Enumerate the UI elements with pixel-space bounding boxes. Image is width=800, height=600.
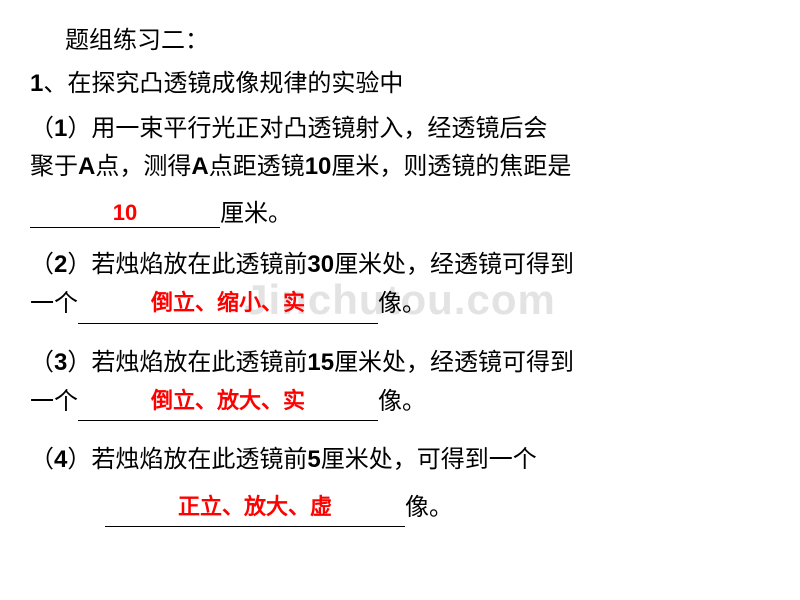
sub2-text-b: ）若烛焰放在此透镜前 <box>67 252 307 278</box>
blank-2: 倒立、缩小、实 <box>78 284 378 323</box>
sub-question-4-line1: （4）若烛焰放在此透镜前5厘米处，可得到一个 <box>30 441 770 479</box>
sub1-line2-a: 聚于 <box>30 154 78 180</box>
q1-text: 、在探究凸透镜成像规律的实验中 <box>43 71 403 97</box>
sub2-text-c: 厘米处，经透镜可得到 <box>334 252 574 278</box>
sub3-text-b: ）若烛焰放在此透镜前 <box>67 350 307 376</box>
exercise-title: 题组练习二： <box>65 20 770 55</box>
sub1-line2-d: 厘米，则透镜的焦距是 <box>331 154 571 180</box>
sub3-dist: 15 <box>307 349 334 376</box>
sub1-line2-b: 点，测得 <box>95 154 191 180</box>
sub4-num: 4 <box>54 446 67 473</box>
blank-3: 倒立、放大、实 <box>78 382 378 421</box>
answer-line-1: 10 厘米。 <box>30 193 770 228</box>
sub1-num: 1 <box>54 115 67 142</box>
answer-4: 正立、放大、虚 <box>178 494 332 519</box>
blank-1: 10 <box>30 200 220 228</box>
answer-3: 倒立、放大、实 <box>151 388 305 413</box>
question-1-header: 1、在探究凸透镜成像规律的实验中 <box>30 63 770 98</box>
answer-1: 10 <box>113 200 137 225</box>
sub1-text-b: ）用一束平行光正对凸透镜射入，经透镜后会 <box>67 116 547 142</box>
sub1-paren-open: （ <box>30 116 54 142</box>
sub1-line2-c: 点距透镜 <box>209 154 305 180</box>
sub-question-2: （2）若烛焰放在此透镜前30厘米处，经透镜可得到 一个 倒立、缩小、实 像。 <box>30 246 770 324</box>
sub1-A-2: A <box>191 153 208 180</box>
sub1-A-1: A <box>78 153 95 180</box>
sub2-num: 2 <box>54 251 67 278</box>
sub3-line2-a: 一个 <box>30 389 78 415</box>
sub2-paren-open: （ <box>30 252 54 278</box>
document-content: 题组练习二： 1、在探究凸透镜成像规律的实验中 （1）用一束平行光正对凸透镜射入… <box>30 20 770 527</box>
sub1-ten: 10 <box>305 153 332 180</box>
sub1-unit: 厘米。 <box>220 201 292 227</box>
sub-question-1: （1）用一束平行光正对凸透镜射入，经透镜后会 聚于A点，测得A点距透镜10厘米，… <box>30 110 770 187</box>
sub3-suffix: 像。 <box>378 389 426 415</box>
sub2-suffix: 像。 <box>378 291 426 317</box>
sub3-text-c: 厘米处，经透镜可得到 <box>334 350 574 376</box>
sub3-paren-open: （ <box>30 350 54 376</box>
q1-number: 1 <box>30 70 43 97</box>
answer-2: 倒立、缩小、实 <box>151 290 305 315</box>
sub4-text-c: 厘米处，可得到一个 <box>321 447 537 473</box>
sub2-line2-a: 一个 <box>30 291 78 317</box>
sub-question-3: （3）若烛焰放在此透镜前15厘米处，经透镜可得到 一个 倒立、放大、实 像。 <box>30 344 770 422</box>
sub4-text-b: ）若烛焰放在此透镜前 <box>67 447 307 473</box>
sub4-dist: 5 <box>307 446 320 473</box>
sub3-num: 3 <box>54 349 67 376</box>
sub4-suffix: 像。 <box>405 495 453 521</box>
sub4-paren-open: （ <box>30 447 54 473</box>
sub2-dist: 30 <box>307 251 334 278</box>
blank-4: 正立、放大、虚 <box>105 488 405 527</box>
sub-question-4-line2: 正立、放大、虚 像。 <box>30 488 770 527</box>
